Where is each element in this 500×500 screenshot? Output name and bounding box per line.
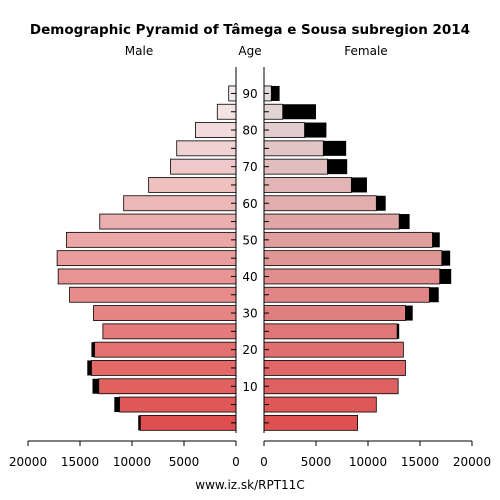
female-bar-70-74 [263,158,328,175]
x-axis: 20000 15000 10000 5000 0 0 5000 10000 15000 20000 [9,441,491,469]
male-bar-40-44 [57,268,237,285]
x-tick-label-left: 0 [232,455,240,469]
male-excess-bar-10-14 [92,378,99,394]
age-tick-label: 40 [242,270,257,284]
female-bar-75-79 [263,140,324,157]
female-excess-bar-85-89 [282,104,316,120]
female-bar-0-4 [263,414,358,431]
female-bar-30-34 [263,305,406,321]
male-bar-25-29 [102,323,237,340]
male-bar-70-74 [170,158,237,175]
female-excess-bar-40-44 [439,268,452,284]
female-header: Female [344,44,387,58]
x-tick-label-left: 10000 [113,455,151,469]
x-tick-label-right: 10000 [349,455,387,469]
female-bar-35-39 [263,286,430,303]
chart-title: Demographic Pyramid of Tâmega e Sousa su… [30,22,470,38]
age-header: Age [238,44,261,58]
age-tick-label: 30 [242,307,257,321]
x-tick-label-right: 0 [260,455,268,469]
female-excess-bar-30-34 [405,305,413,321]
female-bar-25-29 [263,323,398,340]
male-excess-bar-0-4 [138,415,141,431]
age-tick-label: 10 [242,380,257,394]
female-excess-bar-35-39 [429,287,439,303]
female-excess-bar-90+ [271,85,280,101]
female-excess-bar-25-29 [397,323,400,339]
female-excess-bar-70-74 [327,159,348,175]
male-excess-bar-5-9 [114,397,120,413]
male-bar-55-59 [99,213,237,230]
male-bar-65-69 [148,177,237,193]
male-bars [56,85,237,431]
female-bar-50-54 [263,231,433,248]
female-excess-bar-50-54 [432,232,440,248]
female-excess-bar-75-79 [323,140,347,156]
age-tick-label: 50 [242,233,257,247]
male-bar-60-64 [123,195,237,212]
male-bar-50-54 [66,231,237,248]
male-bar-15-19 [91,360,237,376]
female-bar-45-49 [263,250,443,267]
female-bar-55-59 [263,213,400,230]
male-bar-80-84 [195,122,237,138]
female-excess-bar-60-64 [376,195,386,211]
x-tick-label-right: 20000 [453,455,491,469]
x-tick-label-left: 15000 [61,455,99,469]
male-bar-30-34 [93,305,237,321]
male-bar-0-4 [139,414,237,431]
female-bar-80-84 [263,122,305,138]
male-excess-bar-20-24 [91,342,95,358]
female-bar-40-44 [263,268,441,285]
female-excess-bar-55-59 [399,214,410,230]
male-bar-20-24 [94,341,237,358]
female-bar-65-69 [263,177,352,193]
male-bar-35-39 [69,286,237,303]
x-tick-label-left: 20000 [9,455,47,469]
male-bar-5-9 [119,396,237,413]
female-bar-15-19 [263,360,406,376]
x-tick-label-left: 5000 [169,455,200,469]
age-tick-label: 70 [242,160,257,174]
age-tick-label: 80 [242,124,257,138]
age-axis: 10 20 30 40 50 60 70 80 90 [231,87,269,424]
male-bar-75-79 [176,140,237,157]
female-bar-10-14 [263,378,399,395]
source-footer: www.iz.sk/RPT11C [195,478,304,492]
x-tick-label-right: 15000 [401,455,439,469]
male-bar-45-49 [56,250,237,267]
age-tick-label: 90 [242,87,257,101]
female-excess-bar-45-49 [441,250,451,266]
female-bar-60-64 [263,195,377,212]
age-tick-label: 60 [242,197,257,211]
female-bar-5-9 [263,396,377,413]
male-bar-10-14 [98,378,237,395]
age-tick-label: 20 [242,343,257,357]
female-excess-bar-65-69 [351,177,367,193]
female-bars [263,85,452,431]
female-excess-bar-80-84 [304,122,327,138]
male-header: Male [125,44,153,58]
female-bar-20-24 [263,341,404,358]
male-excess-bar-15-19 [87,360,92,376]
x-tick-label-right: 5000 [301,455,332,469]
